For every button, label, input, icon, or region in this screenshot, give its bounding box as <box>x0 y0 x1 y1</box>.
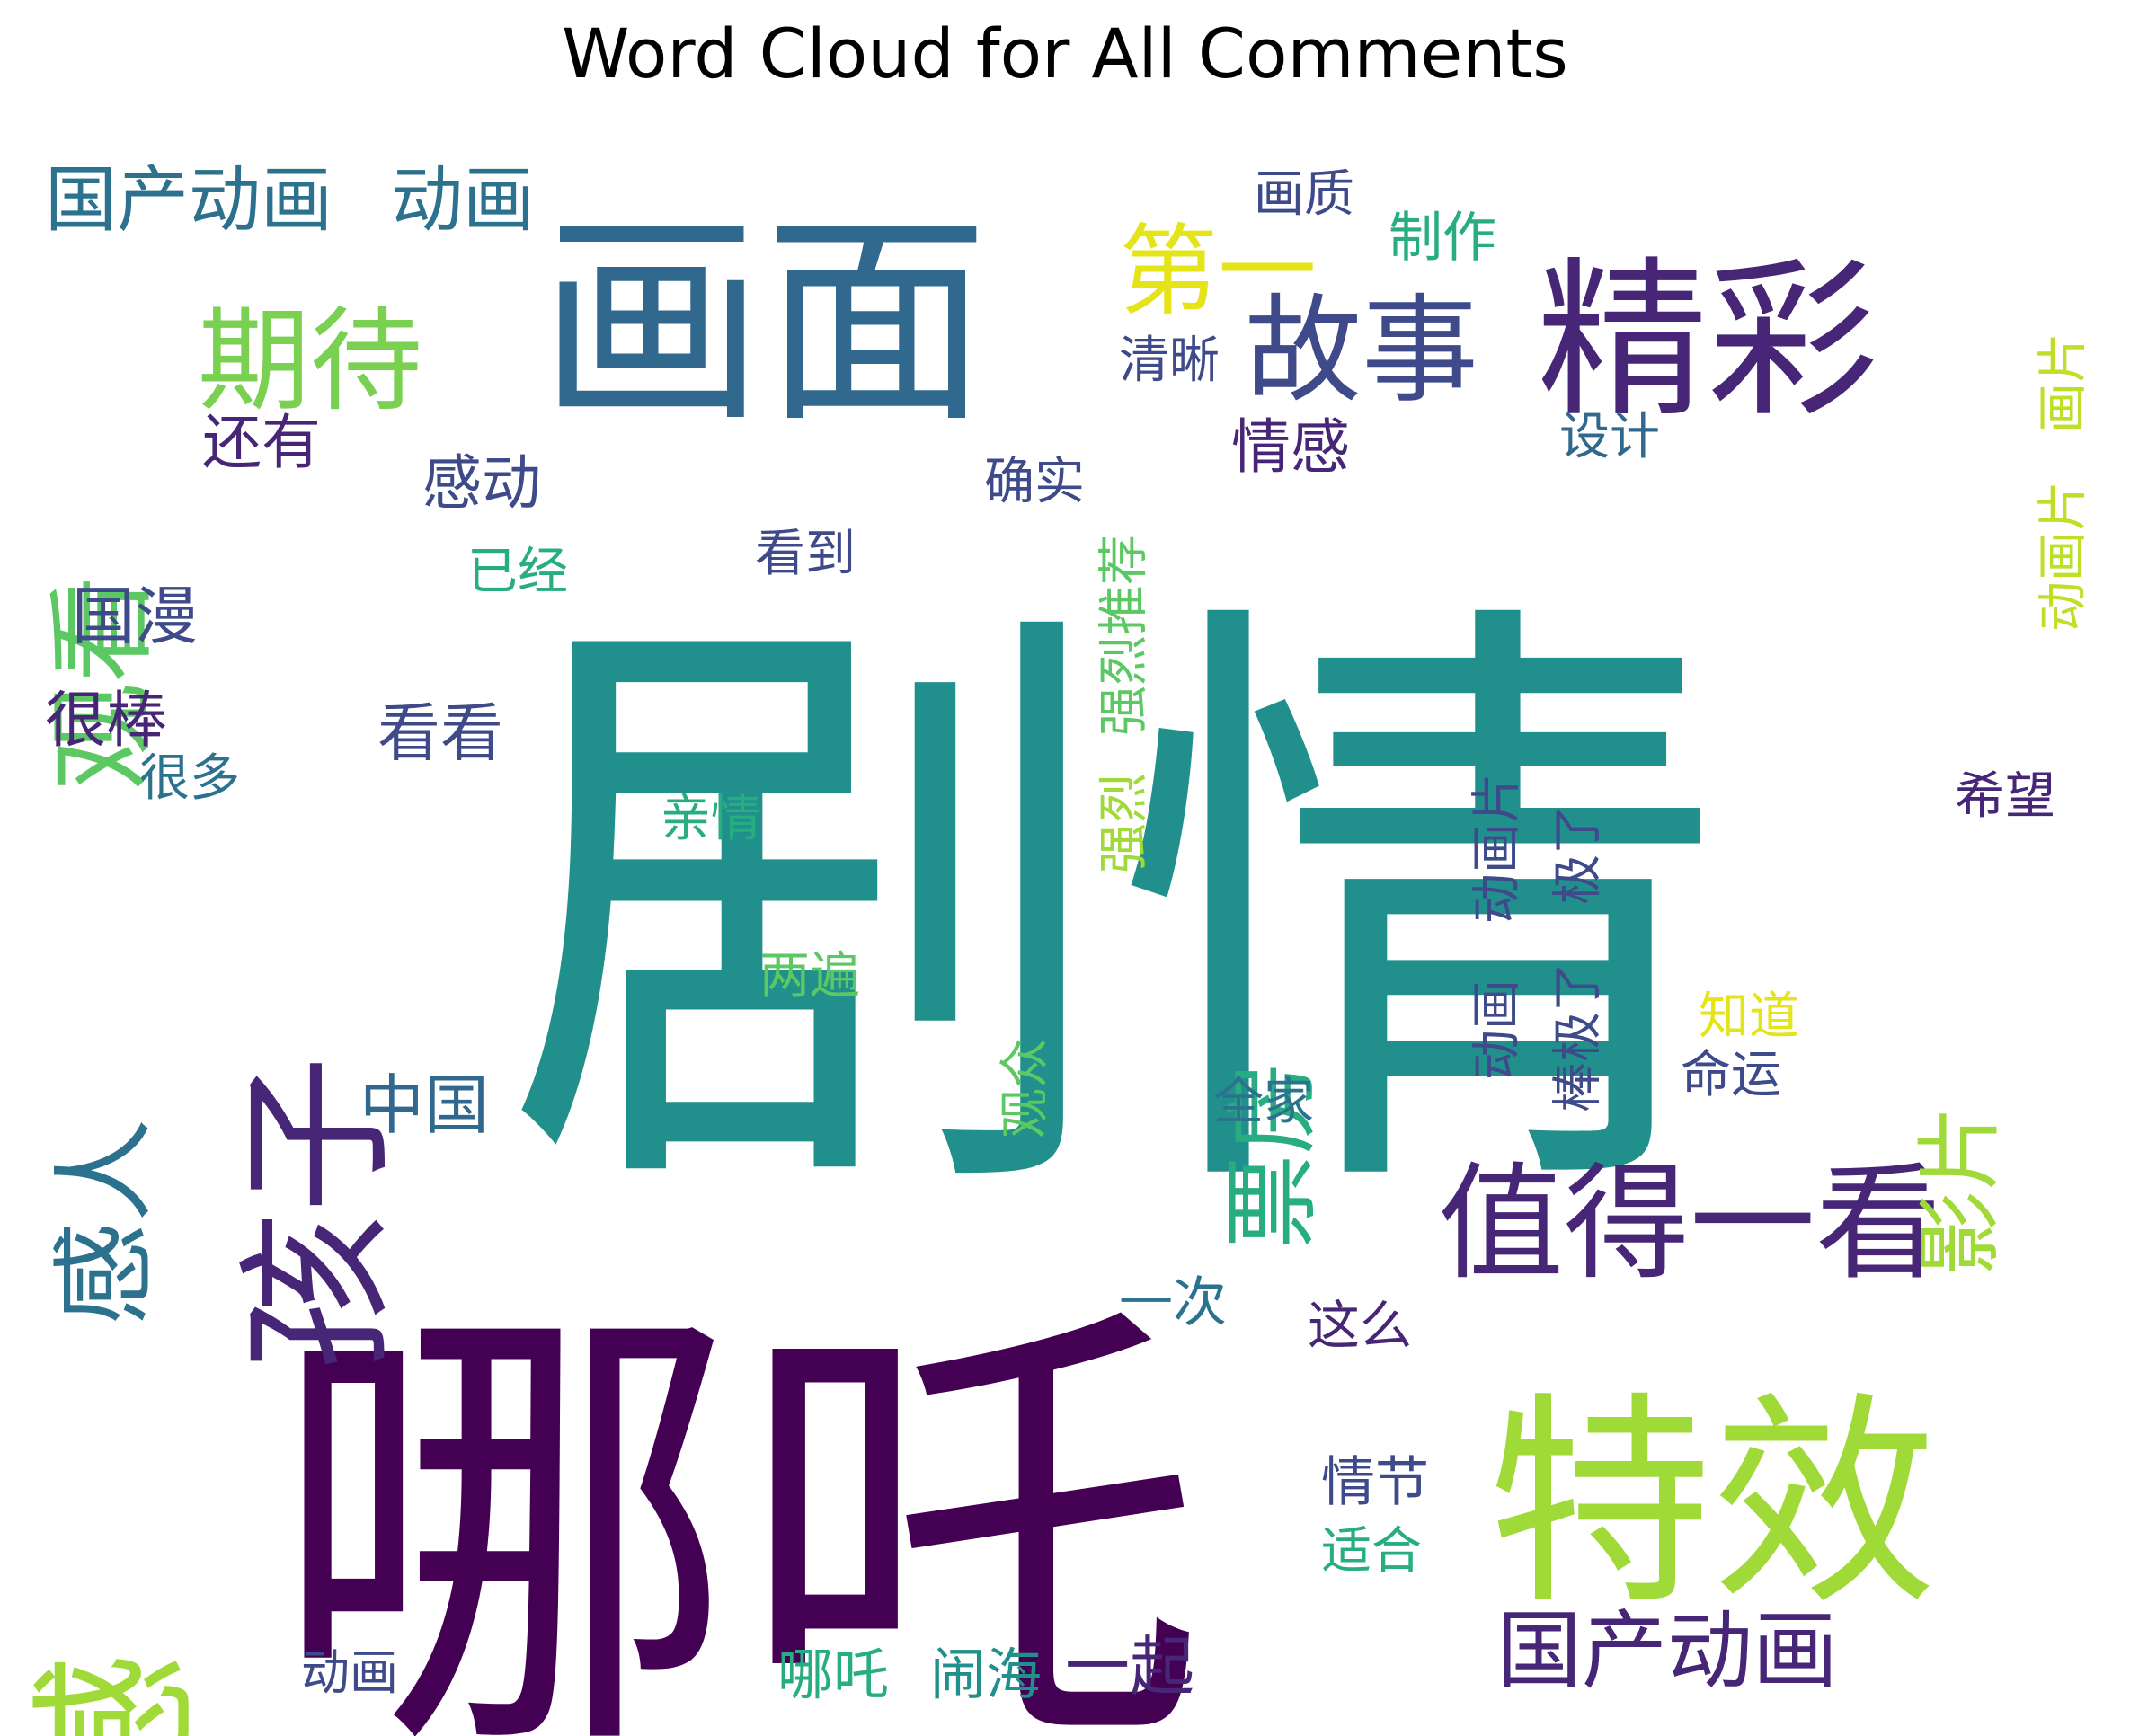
word-38: 知道 <box>1699 988 1799 1046</box>
word-47: 闹海 <box>930 1642 1042 1707</box>
word-9: 故事 <box>1245 282 1478 419</box>
word-44: 适合 <box>1321 1522 1422 1581</box>
word-55: 棒极了 <box>1549 961 1607 1112</box>
word-37: 希望 <box>1955 767 2055 826</box>
chart-title: Word Cloud for All Comments <box>562 13 1568 93</box>
word-31: 很棒 <box>45 686 167 757</box>
word-22: 清晰 <box>1119 332 1220 390</box>
word-39: 命运 <box>1681 1046 1781 1104</box>
word-41: 一次 <box>1119 1271 1227 1334</box>
word-50: 强烈 <box>1095 773 1153 873</box>
word-29: 已经 <box>467 543 568 601</box>
word-52: 动画片 <box>1468 773 1526 924</box>
word-28: 国漫 <box>72 580 198 653</box>
word-26: 确实 <box>984 453 1085 511</box>
word-17: 国产 <box>1496 1602 1667 1701</box>
word-42: 这么 <box>1308 1295 1412 1356</box>
word-45: 动画 <box>301 1644 398 1701</box>
word-5: 震撼 <box>19 1653 217 1736</box>
word-13: 票房 <box>1218 1060 1327 1249</box>
word-46: 哪吒 <box>777 1642 889 1707</box>
word-27: 设计 <box>1559 408 1660 466</box>
word-19: 动画 <box>391 158 535 242</box>
word-53: 极了 <box>1549 804 1607 905</box>
word-49: 强烈推荐 <box>1095 535 1153 736</box>
word-33: 很多 <box>139 749 240 808</box>
word-10: 观看 <box>41 575 166 791</box>
word-21: 画质 <box>1254 165 1354 224</box>
word-57: 动画片 <box>2034 481 2092 632</box>
word-30: 看到 <box>755 525 856 583</box>
word-4: 特效 <box>1487 1373 1937 1634</box>
word-15: 第一 <box>1119 214 1317 329</box>
word-7: 精彩 <box>1537 242 1878 440</box>
word-12: 感人 <box>45 1119 165 1325</box>
word-40: 全家 <box>1213 1073 1314 1131</box>
word-56: 画片 <box>2034 332 2092 433</box>
word-23: 还有 <box>202 408 321 477</box>
word-2: 哪吒 <box>270 1264 1204 1736</box>
word-14: 影片 <box>1912 1105 2010 1276</box>
word-34: 中国 <box>359 1067 489 1143</box>
word-32: 看看 <box>377 696 503 770</box>
word-3: 画面 <box>539 191 989 453</box>
word-48: 一起 <box>1065 1629 1194 1705</box>
word-25: 情感 <box>1231 412 1350 482</box>
word-20: 制作 <box>1389 207 1496 270</box>
word-1: 剧情 <box>503 557 1726 1268</box>
word-11: 期待 <box>198 297 422 427</box>
word-36: 两遍 <box>759 947 860 1005</box>
word-24: 感动 <box>422 448 541 518</box>
word-54: 动画 <box>1468 979 1526 1080</box>
word-35: 亲情 <box>661 790 761 848</box>
word-43: 情节 <box>1321 1451 1429 1514</box>
word-18: 国产动画 <box>45 158 333 242</box>
word-6: 孩子 <box>227 1056 410 1370</box>
word-51: 观众 <box>996 1038 1054 1138</box>
word-8: 值得一看 <box>1438 1151 1941 1298</box>
word-16: 国产动画 <box>1496 1602 1838 1701</box>
